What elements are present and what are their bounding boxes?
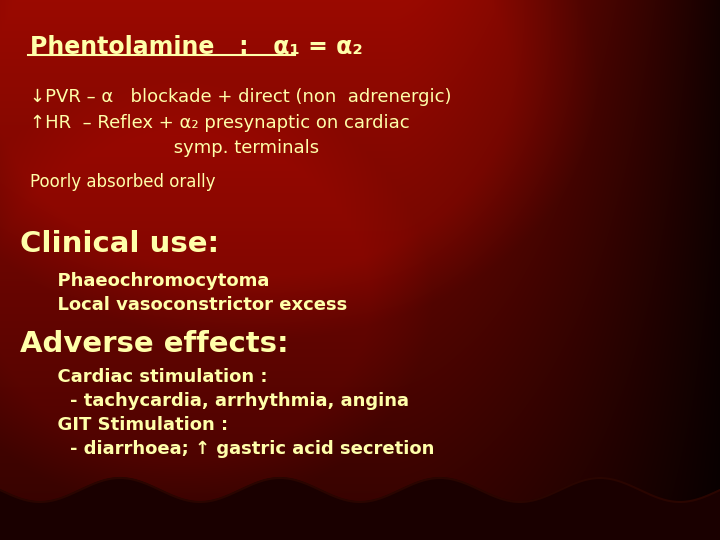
Text: ↑HR  – Reflex + α₂ presynaptic on cardiac: ↑HR – Reflex + α₂ presynaptic on cardiac — [30, 114, 410, 132]
Text: - diarrhoea; ↑ gastric acid secretion: - diarrhoea; ↑ gastric acid secretion — [20, 440, 434, 458]
Text: Phentolamine   :   α₁ = α₂: Phentolamine : α₁ = α₂ — [30, 35, 363, 59]
Text: Cardiac stimulation :: Cardiac stimulation : — [20, 368, 268, 386]
Text: symp. terminals: symp. terminals — [30, 139, 319, 157]
Text: Local vasoconstrictor excess: Local vasoconstrictor excess — [20, 296, 347, 314]
Text: ↓PVR – α   blockade + direct (non  adrenergic): ↓PVR – α blockade + direct (non adrenerg… — [30, 88, 451, 106]
Text: Poorly absorbed orally: Poorly absorbed orally — [30, 173, 215, 191]
Text: Adverse effects:: Adverse effects: — [20, 330, 289, 358]
Text: Phaeochromocytoma: Phaeochromocytoma — [20, 272, 269, 290]
Text: GIT Stimulation :: GIT Stimulation : — [20, 416, 228, 434]
Text: Clinical use:: Clinical use: — [20, 230, 219, 258]
Text: - tachycardia, arrhythmia, angina: - tachycardia, arrhythmia, angina — [20, 392, 409, 410]
